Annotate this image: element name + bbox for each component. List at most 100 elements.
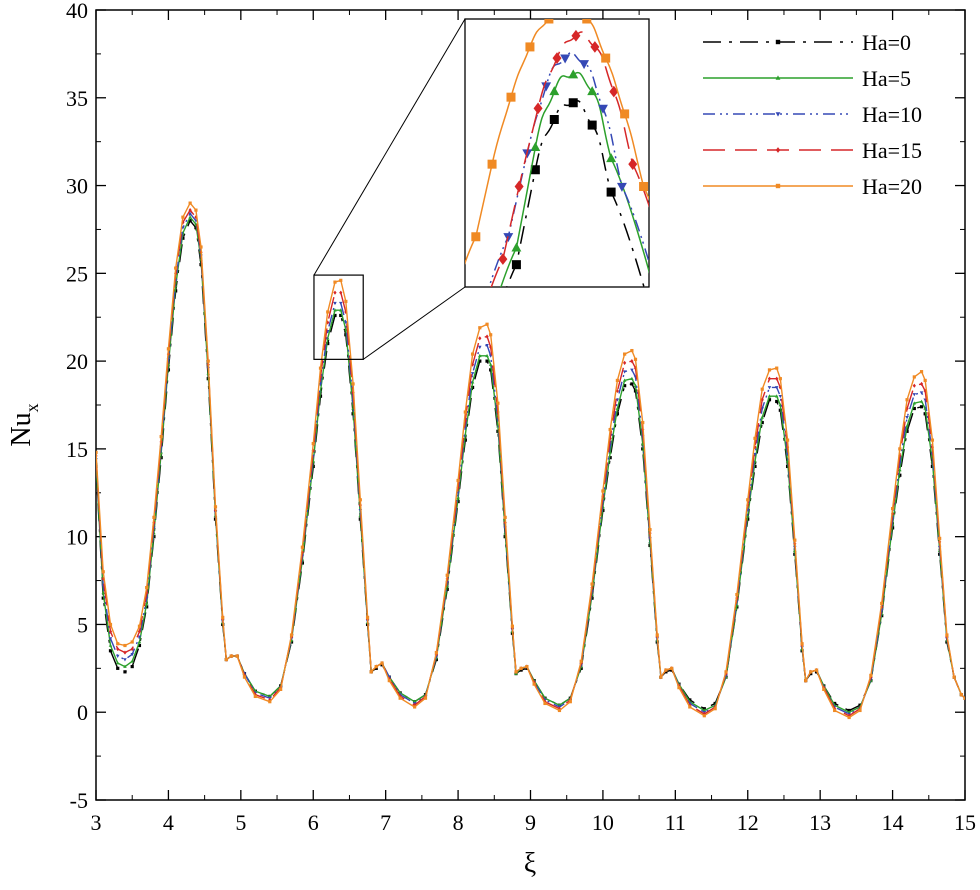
series-point-4 bbox=[96, 450, 98, 454]
series-point-4 bbox=[905, 398, 909, 402]
series-point-4 bbox=[753, 436, 757, 440]
series-point-2 bbox=[767, 386, 772, 390]
series-point-0 bbox=[130, 664, 134, 669]
series-point-0 bbox=[623, 384, 627, 388]
series-point-4 bbox=[194, 208, 198, 212]
series-point-4 bbox=[478, 326, 482, 330]
series-point-3 bbox=[108, 629, 113, 634]
series-point-2 bbox=[130, 653, 134, 657]
series-point-4 bbox=[229, 654, 234, 658]
y-axis-title-subscript: x bbox=[22, 403, 42, 412]
series-point-1 bbox=[898, 468, 902, 472]
series-point-4 bbox=[898, 447, 902, 451]
inset-point-2 bbox=[560, 54, 571, 64]
series-point-3 bbox=[478, 336, 482, 341]
x-tick-label: 11 bbox=[665, 810, 686, 835]
series-point-1 bbox=[123, 664, 127, 668]
series-point-4 bbox=[213, 505, 218, 509]
series-point-1 bbox=[478, 353, 482, 358]
series-point-4 bbox=[833, 708, 837, 713]
inset-point-3 bbox=[628, 158, 638, 171]
series-point-0 bbox=[137, 643, 142, 648]
inset-point-3 bbox=[571, 29, 581, 42]
series-point-3 bbox=[333, 290, 337, 295]
series-point-4 bbox=[869, 673, 873, 677]
series-point-4 bbox=[365, 615, 370, 620]
series-point-2 bbox=[919, 391, 924, 395]
series-point-4 bbox=[767, 368, 772, 372]
series-point-1 bbox=[108, 643, 113, 647]
series-point-4 bbox=[630, 348, 634, 353]
inset-point-4 bbox=[582, 19, 592, 24]
y-tick-label: 0 bbox=[77, 700, 88, 725]
series-point-4 bbox=[724, 670, 728, 674]
series-point-4 bbox=[224, 657, 228, 662]
series-point-2 bbox=[622, 370, 627, 374]
inset-point-1 bbox=[511, 242, 522, 252]
inset-point-3 bbox=[533, 102, 543, 115]
y-tick-label: 25 bbox=[66, 261, 88, 286]
series-point-0 bbox=[326, 341, 330, 346]
legend-marker-1 bbox=[775, 75, 781, 80]
series-point-4 bbox=[137, 624, 142, 628]
inset-point-4 bbox=[525, 42, 535, 52]
series-point-4 bbox=[456, 478, 460, 483]
series-point-4 bbox=[641, 420, 645, 425]
series-point-2 bbox=[188, 212, 192, 216]
series-point-4 bbox=[489, 333, 493, 337]
x-tick-label: 15 bbox=[954, 810, 976, 835]
series-point-4 bbox=[374, 664, 378, 669]
inset-line-3 bbox=[490, 31, 649, 287]
inset-point-0 bbox=[530, 165, 540, 175]
series-point-4 bbox=[519, 666, 523, 670]
series-point-1 bbox=[630, 376, 634, 380]
series-point-4 bbox=[351, 382, 355, 386]
x-tick-label: 3 bbox=[91, 810, 102, 835]
series-point-4 bbox=[108, 622, 113, 627]
series-point-4 bbox=[181, 215, 185, 219]
series-point-4 bbox=[235, 654, 239, 658]
series-point-1 bbox=[137, 640, 142, 644]
series-point-0 bbox=[615, 412, 619, 416]
series-point-0 bbox=[775, 399, 779, 404]
inset-point-1 bbox=[530, 142, 541, 152]
series-point-4 bbox=[623, 352, 627, 356]
series-point-4 bbox=[358, 498, 362, 502]
legend-label-4: Ha=20 bbox=[862, 174, 922, 199]
series-line-4 bbox=[96, 202, 965, 719]
legend-marker-2 bbox=[775, 112, 781, 117]
series-point-0 bbox=[630, 382, 634, 386]
series-point-4 bbox=[959, 693, 963, 697]
series-point-1 bbox=[130, 659, 134, 663]
series-point-0 bbox=[108, 649, 113, 653]
series-point-1 bbox=[188, 215, 192, 219]
series-point-4 bbox=[532, 682, 536, 686]
series-point-1 bbox=[912, 401, 917, 405]
inset-point-3 bbox=[514, 180, 524, 193]
inset-point-4 bbox=[471, 232, 481, 242]
series-point-4 bbox=[514, 670, 518, 674]
inset-point-2 bbox=[598, 104, 608, 114]
series-point-4 bbox=[188, 201, 192, 205]
series-point-3 bbox=[633, 366, 638, 371]
series-point-4 bbox=[919, 370, 924, 374]
series-point-3 bbox=[919, 381, 924, 387]
series-point-4 bbox=[601, 489, 605, 493]
series-point-3 bbox=[130, 646, 134, 652]
series-point-3 bbox=[470, 362, 475, 367]
series-point-3 bbox=[615, 388, 619, 394]
series-point-4 bbox=[485, 322, 489, 326]
series-point-4 bbox=[369, 670, 373, 674]
inset-point-4 bbox=[620, 109, 630, 119]
series-point-4 bbox=[648, 528, 652, 532]
series-point-4 bbox=[199, 245, 203, 249]
inset-point-4 bbox=[544, 19, 554, 24]
inset-point-4 bbox=[639, 182, 649, 191]
series-point-1 bbox=[339, 308, 343, 312]
series-point-4 bbox=[268, 700, 272, 704]
series-point-4 bbox=[174, 266, 178, 270]
series-point-4 bbox=[785, 438, 790, 442]
series-point-3 bbox=[463, 418, 467, 423]
series-point-4 bbox=[670, 666, 674, 670]
